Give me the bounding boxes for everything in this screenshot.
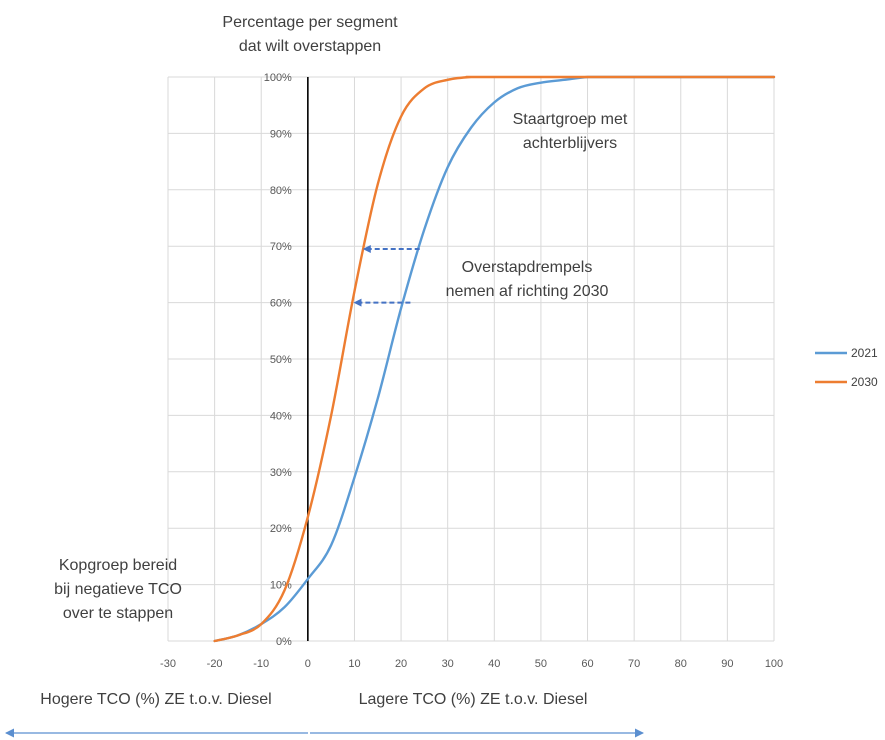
x-tick-label: -20 [207,658,223,670]
y-tick-label: 80% [270,185,292,197]
x-tick-label: 80 [675,658,687,670]
x-tick-label: 90 [721,658,733,670]
annotation-arrows [353,245,420,307]
legend: 2021 2030 [815,346,878,389]
y-tick-label: 60% [270,298,292,310]
annotation-threshold-line-2: nemen af richting 2030 [446,283,609,300]
y-tick-label: 40% [270,410,292,422]
x-tick-label: 10 [348,658,360,670]
y-tick-label: 20% [270,523,292,535]
x-tick-label: -30 [160,658,176,670]
chart-title-line-2: dat wilt overstappen [239,38,381,55]
x-tick-label: 20 [395,658,407,670]
series-line-2030 [213,75,776,643]
annotation-lead-line-1: Kopgroep bereid [59,557,177,574]
x-tick-label: 30 [442,658,454,670]
annotation-threshold-line-1: Overstapdrempels [462,259,593,276]
chart-title-line-1: Percentage per segment [222,14,398,31]
annotation-lead-line-2: bij negatieve TCO [54,581,182,598]
series-lines [213,75,776,643]
y-tick-label: 50% [270,354,292,366]
x-tick-label: 40 [488,658,500,670]
y-tick-label: 30% [270,467,292,479]
bottom-label-right: Lagere TCO (%) ZE t.o.v. Diesel [359,691,588,708]
x-tick-label: 70 [628,658,640,670]
bottom-label-left: Hogere TCO (%) ZE t.o.v. Diesel [40,691,271,708]
annotation-lead-line-3: over te stappen [63,605,173,622]
x-tick-label: 50 [535,658,547,670]
legend-label-2021: 2021 [851,346,878,360]
x-tick-label: 0 [305,658,311,670]
x-tick-label: 100 [765,658,783,670]
annotation-tail-line-2: achterblijvers [523,135,617,152]
y-tick-label: 0% [276,636,292,648]
x-tick-label: -10 [253,658,269,670]
y-tick-label: 90% [270,128,292,140]
x-tick-label: 60 [581,658,593,670]
annotation-tail-line-1: Staartgroep met [513,111,628,128]
y-tick-label: 100% [264,72,292,84]
y-tick-label: 70% [270,241,292,253]
axis-tick-labels: -30 -20 -10 0 10 20 30 40 50 60 70 80 90 1000%10%20%3… [160,72,783,670]
legend-label-2030: 2030 [851,375,878,389]
gridlines [167,76,775,642]
